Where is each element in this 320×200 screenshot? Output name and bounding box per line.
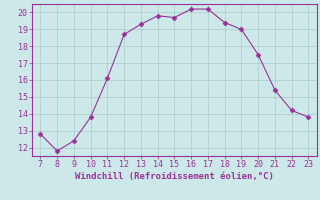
X-axis label: Windchill (Refroidissement éolien,°C): Windchill (Refroidissement éolien,°C)	[75, 172, 274, 181]
